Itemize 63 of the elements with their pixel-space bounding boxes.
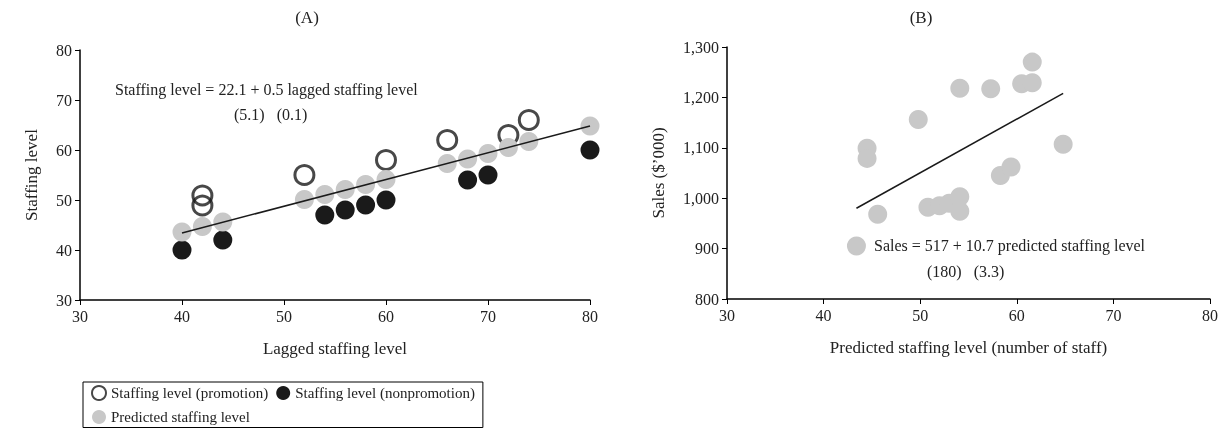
x-tick-label: 50 xyxy=(276,307,292,325)
point xyxy=(981,79,1001,99)
x-tick-label: 60 xyxy=(1008,306,1025,324)
point xyxy=(908,110,928,130)
legend-label: Staffing level (nonpromotion) xyxy=(295,385,475,402)
y-tick-label: 70 xyxy=(56,91,72,109)
point xyxy=(950,201,970,221)
point xyxy=(293,164,316,186)
annotation: Staffing level = 22.1 + 0.5 lagged staffing level xyxy=(115,80,419,99)
point xyxy=(1053,134,1073,154)
x-tick-label: 70 xyxy=(480,307,496,325)
y-tick-label: 1,000 xyxy=(683,189,719,207)
y-tick-label: 40 xyxy=(56,241,72,259)
point xyxy=(356,195,376,215)
x-tick-label: 30 xyxy=(72,307,88,325)
y-tick-label: 50 xyxy=(56,191,72,209)
x-axis-title: Lagged staffing level xyxy=(262,339,408,358)
annotation: Sales = 517 + 10.7 predicted staffing level xyxy=(874,236,1146,255)
y-tick-label: 1,200 xyxy=(683,88,719,106)
point xyxy=(191,194,214,217)
x-tick-label: 80 xyxy=(1202,306,1218,324)
point xyxy=(846,236,866,256)
y-tick-label: 30 xyxy=(56,291,72,309)
point xyxy=(376,190,396,210)
y-axis-title: Staffing level xyxy=(22,128,41,221)
point xyxy=(950,78,970,98)
point xyxy=(1001,157,1021,177)
point xyxy=(315,205,335,225)
y-tick-label: 60 xyxy=(56,141,72,159)
x-tick-label: 40 xyxy=(815,306,832,324)
point xyxy=(375,149,397,171)
y-tick-label: 800 xyxy=(695,290,719,308)
x-tick-label: 80 xyxy=(582,307,598,325)
point xyxy=(335,200,355,220)
point xyxy=(478,165,498,185)
x-tick-label: 70 xyxy=(1105,306,1122,324)
point xyxy=(213,230,233,250)
x-tick-label: 30 xyxy=(719,306,735,324)
y-tick-label: 900 xyxy=(695,240,719,258)
annotation: (5.1) (0.1) xyxy=(234,105,308,124)
legend-label: Staffing level (promotion) xyxy=(111,385,269,402)
x-tick-label: 40 xyxy=(174,307,190,325)
annotation: (180) (3.3) xyxy=(927,262,1005,281)
legend-label: Predicted staffing level xyxy=(111,409,250,425)
point xyxy=(172,222,192,242)
point xyxy=(1022,52,1042,72)
y-axis-title: Sales ($’000) xyxy=(649,127,668,219)
point xyxy=(436,129,459,151)
y-tick-label: 80 xyxy=(56,41,72,59)
chart-title: (B) xyxy=(909,8,933,27)
point xyxy=(580,140,600,160)
x-tick-label: 60 xyxy=(378,307,394,325)
x-axis-title: Predicted staffing level (number of staff) xyxy=(829,338,1108,357)
chart-title: (A) xyxy=(295,8,319,27)
y-tick-label: 1,100 xyxy=(683,139,719,157)
point xyxy=(172,240,192,260)
point xyxy=(580,116,600,136)
y-tick-label: 1,300 xyxy=(683,38,719,56)
point xyxy=(868,204,888,224)
point xyxy=(458,170,478,190)
x-tick-label: 50 xyxy=(912,306,929,324)
point xyxy=(517,109,540,131)
point xyxy=(191,184,214,207)
